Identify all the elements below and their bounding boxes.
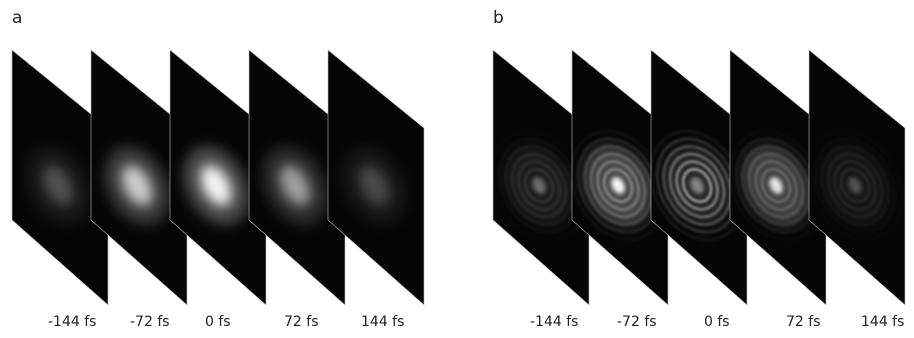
- frame-b-2: [650, 49, 748, 306]
- spot-core: [358, 165, 390, 206]
- frame-b-4: [808, 49, 906, 306]
- spot-core: [848, 177, 862, 194]
- frame-b-3: [729, 49, 827, 306]
- time-label: 144 fs: [361, 314, 405, 330]
- spot-core: [42, 165, 74, 206]
- time-label: 0 fs: [704, 314, 730, 330]
- time-label: -144 fs: [48, 314, 97, 330]
- diffraction-ring: [681, 168, 713, 203]
- panel-b-label: b: [493, 8, 504, 28]
- frame-a-1: [90, 49, 188, 306]
- time-label: 0 fs: [205, 314, 231, 330]
- diffraction-ring: [675, 160, 719, 211]
- diffraction-ring: [589, 152, 647, 219]
- diffraction-ring: [523, 168, 555, 203]
- diffraction-ring: [662, 145, 732, 226]
- diffraction-ring: [517, 160, 561, 211]
- spot-core: [690, 177, 704, 194]
- frame-a-2: [169, 49, 267, 306]
- diffraction-ring: [833, 160, 877, 211]
- time-label: 72 fs: [284, 314, 319, 330]
- time-label: -72 fs: [617, 314, 657, 330]
- diffraction-ring: [596, 160, 640, 211]
- spot-core: [532, 177, 546, 194]
- frame-a-3: [248, 49, 346, 306]
- diffraction-ring: [602, 168, 634, 203]
- spot-core: [200, 165, 232, 206]
- spot-core: [769, 177, 783, 194]
- time-label: 72 fs: [786, 314, 821, 330]
- frame-b-0: [492, 49, 590, 306]
- diffraction-ring: [747, 152, 805, 219]
- diffraction-ring: [504, 145, 574, 226]
- diffraction-ring: [760, 168, 792, 203]
- spot-core: [611, 177, 625, 194]
- diffraction-ring: [839, 168, 871, 203]
- frame-a-0: [11, 49, 109, 306]
- diffraction-ring: [583, 145, 653, 226]
- spot-core: [279, 165, 311, 206]
- spot-core: [121, 165, 153, 206]
- frame-b-1: [571, 49, 669, 306]
- panel-a-label: a: [12, 8, 23, 28]
- frame-a-4: [327, 49, 425, 306]
- diffraction-ring: [820, 145, 890, 226]
- time-label: 144 fs: [861, 314, 905, 330]
- time-label: -72 fs: [130, 314, 170, 330]
- diffraction-ring: [741, 145, 811, 226]
- diffraction-ring: [754, 160, 798, 211]
- diffraction-ring: [510, 152, 568, 219]
- diffraction-ring: [668, 152, 726, 219]
- time-label: -144 fs: [530, 314, 579, 330]
- diffraction-ring: [826, 152, 884, 219]
